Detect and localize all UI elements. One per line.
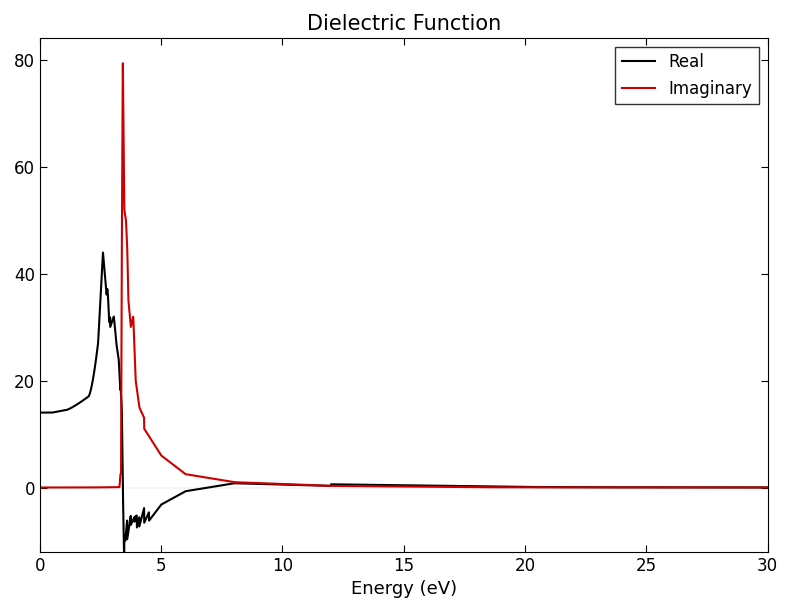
Real bbox=[763, 483, 772, 491]
Real bbox=[212, 482, 222, 490]
Real bbox=[361, 481, 371, 488]
Real bbox=[208, 483, 218, 490]
Imaginary bbox=[757, 484, 767, 491]
Real bbox=[120, 559, 129, 567]
Real bbox=[310, 482, 319, 489]
Line: Real: Real bbox=[40, 253, 767, 563]
Imaginary bbox=[204, 474, 214, 482]
Real bbox=[98, 249, 108, 256]
Imaginary bbox=[361, 482, 371, 490]
Real bbox=[757, 483, 767, 491]
Imaginary bbox=[118, 59, 128, 67]
Real bbox=[35, 409, 44, 416]
Line: Imaginary: Imaginary bbox=[40, 63, 767, 488]
Legend: Real, Imaginary: Real, Imaginary bbox=[615, 47, 760, 104]
Imaginary bbox=[208, 475, 218, 482]
Imaginary bbox=[212, 476, 222, 483]
Imaginary bbox=[35, 484, 44, 491]
Title: Dielectric Function: Dielectric Function bbox=[307, 14, 501, 34]
X-axis label: Energy (eV): Energy (eV) bbox=[351, 580, 457, 598]
Real bbox=[204, 483, 214, 491]
Imaginary bbox=[310, 482, 319, 489]
Imaginary bbox=[763, 484, 772, 491]
